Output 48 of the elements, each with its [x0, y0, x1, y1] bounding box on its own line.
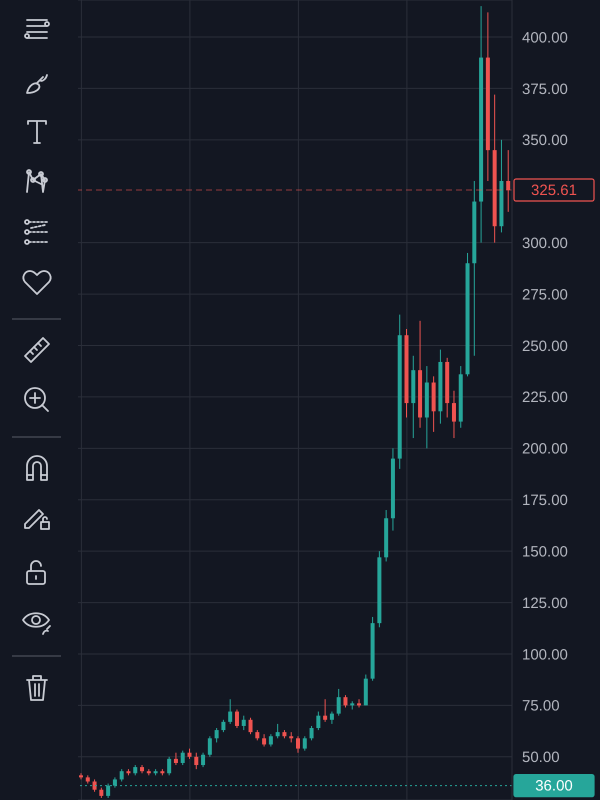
y-tick-label: 175.00: [522, 492, 568, 510]
candlestick: [214, 728, 219, 743]
candlestick: [276, 723, 280, 739]
ref-line-label: 325.61: [531, 182, 577, 200]
candlestick: [323, 698, 328, 722]
candlestick: [221, 719, 226, 733]
candlestick: [452, 390, 456, 439]
candlestick: [234, 709, 239, 729]
candlestick: [506, 150, 510, 212]
candlestick: [330, 711, 334, 724]
y-tick-label: 250.00: [522, 338, 568, 355]
candlestick: [289, 732, 294, 743]
candlestick: [92, 778, 97, 792]
candlestick: [310, 725, 314, 741]
candlestick: [120, 768, 124, 782]
y-tick-label: 275.00: [522, 286, 568, 304]
y-tick-label: 50.00: [522, 749, 560, 766]
candlestick: [208, 736, 212, 758]
candlestick: [167, 756, 172, 776]
y-tick-label: 100.00: [522, 646, 568, 664]
y-tick-label: 200.00: [522, 440, 568, 458]
candlestick: [99, 787, 104, 798]
candlestick: [248, 717, 253, 735]
ref-line-label: 36.00: [535, 778, 573, 795]
candlestick: [255, 730, 260, 741]
y-tick-label: 350.00: [522, 132, 568, 150]
candlestick: [133, 764, 138, 776]
y-tick-label: 125.00: [522, 594, 568, 612]
candlestick: [336, 688, 341, 716]
candlestick: [201, 752, 206, 768]
candlestick: [262, 734, 266, 748]
candlestick: [188, 748, 192, 760]
y-tick-label: 375.00: [522, 80, 568, 98]
y-tick-label: 150.00: [522, 543, 568, 560]
y-tick-label: 300.00: [522, 235, 568, 252]
candlestick: [302, 736, 307, 752]
candlestick: [180, 750, 185, 766]
y-tick-label: 400.00: [522, 29, 568, 46]
candlestick: [228, 698, 232, 724]
y-tick-label: 225.00: [522, 389, 568, 406]
y-tick-label: 75.00: [522, 698, 560, 715]
candlestick: [268, 734, 273, 748]
candlestick: [174, 752, 178, 766]
candlestick: [194, 752, 198, 770]
candlestick: [242, 715, 246, 731]
candlestick: [343, 694, 348, 708]
candlestick: [316, 711, 320, 731]
candlestick: [296, 736, 300, 754]
